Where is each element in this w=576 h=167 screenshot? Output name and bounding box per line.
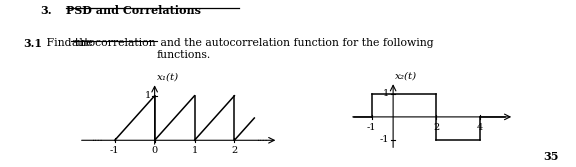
Text: 1: 1 — [382, 90, 389, 98]
Text: ....: .... — [256, 134, 268, 143]
Text: 2: 2 — [231, 146, 237, 155]
Text: 2: 2 — [433, 123, 439, 132]
Text: 3.: 3. — [40, 5, 52, 16]
Text: 4: 4 — [476, 123, 483, 132]
Text: -1: -1 — [380, 135, 389, 144]
Text: PSD and Correlations: PSD and Correlations — [66, 5, 201, 16]
Text: 1: 1 — [191, 146, 198, 155]
Text: autocorrelation: autocorrelation — [71, 38, 156, 48]
Text: 35: 35 — [543, 151, 559, 162]
Text: -1: -1 — [367, 123, 376, 132]
Text: -1: -1 — [110, 146, 119, 155]
Text: 1: 1 — [145, 91, 151, 100]
Text: 0: 0 — [151, 146, 158, 155]
Text: 3.1: 3.1 — [23, 38, 42, 49]
Text: x₁(t): x₁(t) — [157, 72, 179, 81]
Text: ....: .... — [91, 134, 103, 143]
Text: and the autocorrelation function for the following
functions.: and the autocorrelation function for the… — [157, 38, 433, 60]
Text: Find the: Find the — [43, 38, 96, 48]
Text: x₂(t): x₂(t) — [395, 72, 418, 81]
